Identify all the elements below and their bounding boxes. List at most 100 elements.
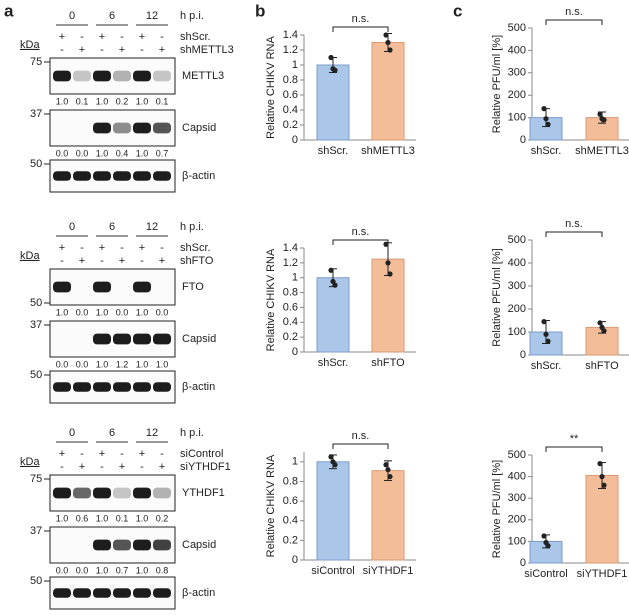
band <box>113 539 131 551</box>
quant: 0.0 <box>56 565 69 575</box>
replicate-point <box>599 474 605 480</box>
sign: - <box>80 448 84 460</box>
significance: ** <box>570 433 579 445</box>
x-tick-label: siControl <box>524 568 567 580</box>
replicate-point <box>387 47 393 53</box>
y-tick-label: 200 <box>508 303 526 315</box>
bracket <box>332 239 389 245</box>
band <box>93 171 111 181</box>
band <box>113 333 131 345</box>
band <box>73 70 91 82</box>
band <box>93 281 111 293</box>
y-axis-label: Relative PFU/ml [%] <box>491 460 503 558</box>
quant: 1.0 <box>136 307 149 317</box>
sign: + <box>119 44 125 56</box>
kda-marker: 50 <box>30 158 42 170</box>
replicate-point <box>385 39 391 46</box>
band <box>113 487 131 499</box>
band <box>73 588 91 598</box>
y-tick-label: 1.2 <box>283 257 298 269</box>
quant: 0.0 <box>76 565 89 575</box>
band <box>153 122 171 134</box>
quant: 0.0 <box>76 148 89 158</box>
replicate-point <box>383 241 389 247</box>
x-tick-label: shScr. <box>318 357 349 369</box>
x-tick-label: shMETTL3 <box>575 145 629 157</box>
sign: - <box>100 44 104 56</box>
quant: 1.0 <box>136 148 149 158</box>
replicate-point <box>383 32 389 38</box>
y-axis-label: Relative CHIKV RNA <box>265 35 277 138</box>
band <box>53 171 71 181</box>
sign: + <box>59 31 65 43</box>
y-tick-label: 500 <box>508 22 526 34</box>
quant: 0.0 <box>76 359 89 369</box>
sign: + <box>59 448 65 460</box>
replicate-point <box>387 473 393 480</box>
bar <box>585 475 619 564</box>
quant: 0.2 <box>116 96 129 106</box>
band <box>93 539 111 551</box>
quant: 0.0 <box>156 307 169 317</box>
protein-label: Capsid <box>182 539 216 551</box>
replicate-point <box>597 111 603 117</box>
sign: + <box>119 255 125 267</box>
band <box>93 333 111 345</box>
band <box>73 171 91 181</box>
y-tick-label: 0.2 <box>283 119 298 131</box>
sign: + <box>139 242 145 254</box>
sign: + <box>99 242 105 254</box>
replicate-point <box>601 117 607 123</box>
sign: + <box>59 242 65 254</box>
y-tick-label: 0 <box>520 134 526 146</box>
replicate-point <box>545 121 551 127</box>
band <box>153 588 171 598</box>
x-tick-label: shMETTL3 <box>361 145 415 157</box>
quant: 1.2 <box>116 359 129 369</box>
quant: 1.0 <box>96 513 109 523</box>
kda-marker: 37 <box>30 525 42 537</box>
kda-marker: 50 <box>30 575 42 587</box>
quant: 0.1 <box>156 96 169 106</box>
significance: n.s. <box>352 13 370 25</box>
replicate-point <box>541 319 547 325</box>
quant: 0.4 <box>116 148 129 158</box>
y-axis-label: Relative PFU/ml [%] <box>491 35 503 133</box>
band <box>153 333 171 345</box>
kda-marker: 75 <box>30 473 42 485</box>
sign: - <box>80 242 84 254</box>
y-tick-label: 0 <box>292 134 298 146</box>
sign: - <box>160 31 164 43</box>
bracket <box>545 19 603 25</box>
sign: - <box>100 255 104 267</box>
y-tick-label: 1.4 <box>283 29 298 41</box>
bracket <box>545 231 603 237</box>
panel-label: b <box>255 1 265 20</box>
condition-name: shScr. <box>180 31 211 43</box>
y-tick-label: 1.4 <box>283 242 298 254</box>
x-tick-label: siControl <box>311 565 354 577</box>
sign: - <box>120 448 124 460</box>
timepoint: 6 <box>109 221 115 233</box>
x-tick-label: shFTO <box>371 357 405 369</box>
panel-label: c <box>453 1 462 20</box>
significance: n.s. <box>565 6 583 18</box>
replicate-point <box>601 482 607 488</box>
timepoint: 0 <box>69 427 75 439</box>
sign: + <box>79 255 85 267</box>
kda-marker: 50 <box>30 297 42 309</box>
protein-label: FTO <box>182 281 204 293</box>
sign: + <box>119 461 125 473</box>
sign: - <box>160 448 164 460</box>
x-tick-label: shScr. <box>531 360 562 372</box>
x-tick-label: siYTHDF1 <box>577 568 628 580</box>
quant: 0.0 <box>76 307 89 317</box>
y-tick-label: 300 <box>508 67 526 79</box>
quant: 1.0 <box>136 513 149 523</box>
band <box>53 487 71 499</box>
quant: 1.0 <box>136 565 149 575</box>
y-tick-label: 0.4 <box>283 515 298 527</box>
replicate-point <box>328 267 334 273</box>
y-axis-label: Relative PFU/ml [%] <box>491 248 503 346</box>
y-tick-label: 0 <box>292 554 298 566</box>
